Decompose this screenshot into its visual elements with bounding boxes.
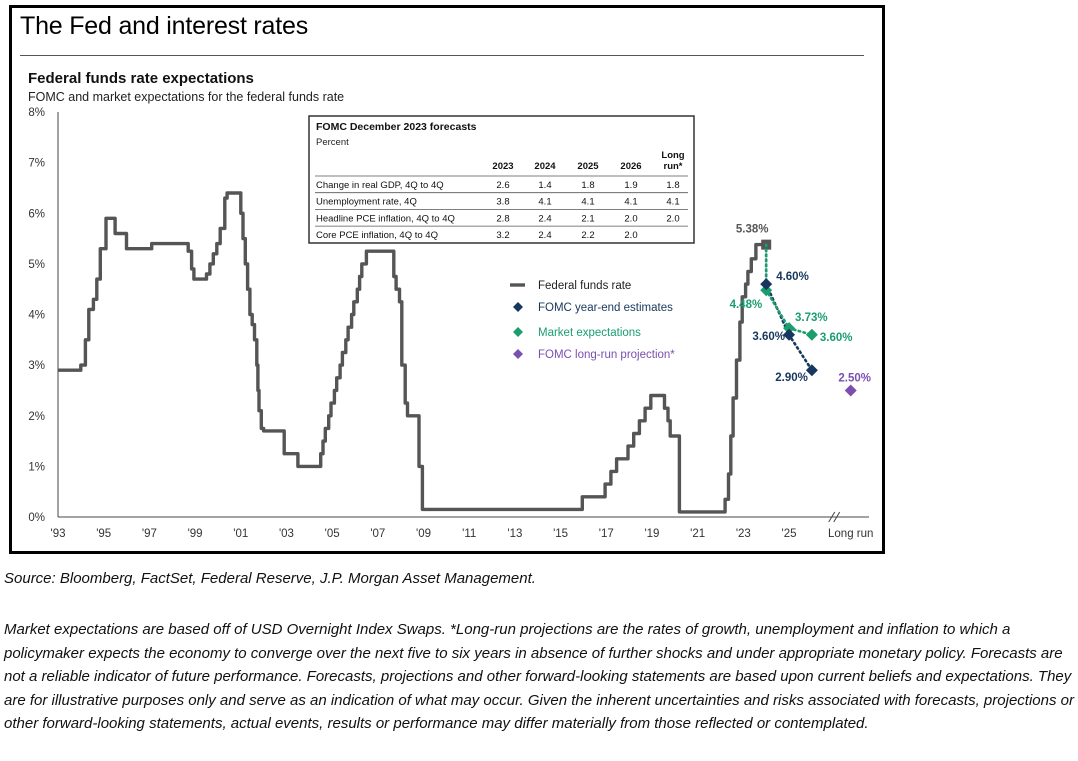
long-run-data-label: 2.50% [838,372,871,384]
chart-frame: The Fed and interest rates Federal funds… [9,5,885,554]
forecast-table-column-header: Long [661,150,684,161]
forecast-table-box [308,115,695,244]
y-tick-label: 0% [28,512,45,524]
x-tick-label: '21 [690,528,705,540]
forecast-table-cell: 2.0 [624,213,637,224]
axis-break-mark [833,511,841,523]
market-data-label: 4.48% [730,299,763,311]
y-tick-label: 4% [28,310,45,322]
forecast-table-row-label: Change in real GDP, 4Q to 4Q [316,180,444,191]
y-tick-label: 1% [28,461,45,473]
x-tick-label: '99 [188,528,203,540]
x-tick-label: Long run [828,528,873,540]
page-title: The Fed and interest rates [20,12,309,40]
x-tick-label: '93 [51,528,66,540]
fomc-projection-line [764,243,814,372]
forecast-table-cell: 2.2 [581,230,594,241]
forecast-table-cell: 1.4 [538,180,551,191]
forecast-table-subtitle: Percent [316,137,349,148]
market-projection-line [764,243,814,337]
forecast-table-row-label: Unemployment rate, 4Q [316,197,417,208]
fomc-estimate-point [805,364,818,377]
market-data-label: 3.73% [795,312,828,324]
forecast-table-cell: 2.0 [624,230,637,241]
chart-title: Federal funds rate expectations [28,70,254,87]
forecast-table-column-header: 2024 [534,161,556,172]
x-tick-label: '19 [644,528,659,540]
x-tick-label: '09 [416,528,431,540]
source-note: Source: Bloomberg, FactSet, Federal Rese… [4,570,536,587]
x-tick-label: '05 [325,528,340,540]
legend-entry-label: Federal funds rate [538,280,631,292]
x-tick-label: '01 [233,528,248,540]
fomc-estimate-point [783,328,796,341]
y-tick-label: 5% [28,259,45,271]
fed-funds-chart: 0% 1% 2% 3% 4% 5% 6% 7% 8% '93 '95 '97 '99 '01 '03 '05 '… [28,107,873,540]
forecast-table-cell: 2.0 [666,213,679,224]
forecast-table-cell: 4.1 [624,197,637,208]
forecast-table-cell: 4.1 [538,197,551,208]
x-tick-label: '13 [507,528,522,540]
title-divider [20,55,864,56]
fed-funds-rate-line [58,191,767,514]
forecast-table-title: FOMC December 2023 forecasts [316,121,477,133]
current-rate-label: 5.38% [736,224,769,236]
forecast-table-cell: 1.8 [581,180,594,191]
forecast-table-column-header: run* [664,161,683,172]
forecast-table-cell: 3.2 [496,230,509,241]
y-tick-label: 7% [28,158,45,170]
forecast-table-cell: 1.9 [624,180,637,191]
forecast-table-cell: 2.4 [538,230,551,241]
market-expectation-point [783,322,796,335]
x-tick-label: '07 [370,528,385,540]
market-data-label: 3.60% [820,332,853,344]
chart-subtitle: FOMC and market expectations for the fed… [28,90,345,104]
legend-entry-label: FOMC year-end estimates [538,302,673,314]
forecast-table-row-label: Core PCE inflation, 4Q to 4Q [316,230,438,241]
x-tick-label: '25 [782,528,797,540]
long-run-point [844,384,857,397]
market-expectation-point [760,284,773,297]
forecast-table-row-label: Headline PCE inflation, 4Q to 4Q [316,213,455,224]
forecast-table-column-header: 2026 [620,161,641,172]
legend-diamond-marker [513,302,523,312]
forecast-table-column-header: 2025 [577,161,599,172]
axis-break-mark [828,511,836,523]
forecast-table-cell: 2.1 [581,213,594,224]
y-tick-label: 2% [28,411,45,423]
forecast-table-cell: 2.6 [496,180,509,191]
x-tick-label: '17 [599,528,614,540]
forecast-table-cell: 1.8 [666,180,679,191]
y-tick-label: 6% [28,208,45,220]
x-tick-label: '03 [279,528,294,540]
forecast-table-column-header: 2023 [492,161,513,172]
y-tick-label: 3% [28,360,45,372]
market-expectation-point [805,328,818,341]
fomc-estimate-point [760,278,773,291]
fomc-data-label: 3.60% [752,331,785,343]
fomc-data-label: 4.60% [776,271,809,283]
forecast-table-cell: 2.8 [496,213,509,224]
x-tick-label: '95 [96,528,111,540]
forecast-table-cell: 4.1 [666,197,679,208]
disclaimer-notes: Market expectations are based off of USD… [4,621,1074,732]
forecast-table-cell: 4.1 [581,197,594,208]
fomc-data-label: 2.90% [775,372,808,384]
legend-diamond-marker [513,327,523,337]
legend-entry-label: Market expectations [538,327,641,339]
legend-entry-label: FOMC long-run projection* [538,349,675,361]
forecast-table-cell: 2.4 [538,213,551,224]
legend-diamond-marker [513,349,523,359]
x-tick-label: '23 [736,528,751,540]
x-tick-label: '97 [142,528,157,540]
y-tick-label: 8% [28,107,45,119]
x-tick-label: '11 [462,528,476,540]
x-tick-label: '15 [553,528,568,540]
forecast-table-cell: 3.8 [496,197,509,208]
